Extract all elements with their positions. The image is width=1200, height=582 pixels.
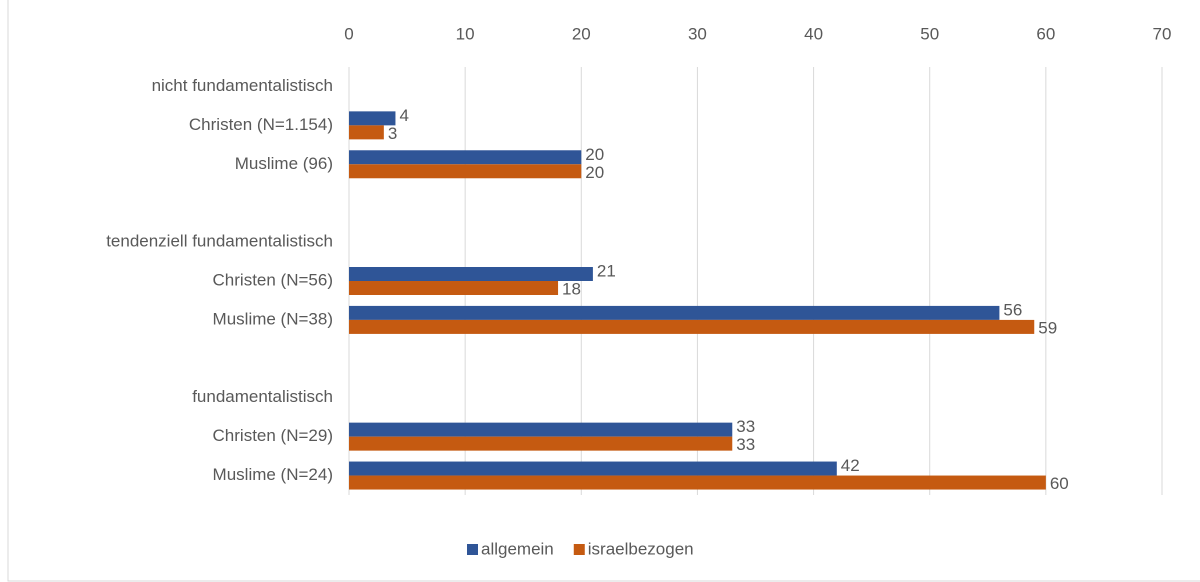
x-tick-label: 60 [1036,24,1055,43]
bar [349,436,733,451]
x-tick-label: 0 [344,24,353,43]
legend-label: israelbezogen [588,539,694,558]
y-tick-label: Christen (N=1.154) [189,115,333,134]
x-tick-label: 20 [572,24,591,43]
bar [349,281,559,295]
legend-swatch [467,544,478,555]
data-label: 20 [585,163,604,182]
data-label: 33 [736,417,755,436]
data-label: 21 [597,261,616,280]
y-tick-label: nicht fundamentalistisch [152,76,333,95]
bar [349,267,593,281]
data-label: 42 [841,456,860,475]
x-tick-label: 70 [1153,24,1172,43]
chart-frame [7,0,1200,582]
y-tick-label: Muslime (N=38) [213,309,333,328]
data-label: 33 [736,435,755,454]
bar [349,319,1035,334]
data-label: 56 [1003,300,1022,319]
data-label: 18 [562,279,581,298]
bar [349,422,733,437]
x-tick-label: 40 [804,24,823,43]
legend-swatch [573,544,585,555]
legend-label: allgemein [481,539,554,558]
x-tick-label: 10 [456,24,475,43]
x-tick-label: 30 [688,24,707,43]
bar [349,475,1046,490]
x-tick-label: 50 [920,24,939,43]
bar [349,461,837,476]
y-tick-label: Christen (N=56) [213,270,333,289]
bar [349,164,582,179]
bar [349,150,582,165]
y-tick-label: tendenziell fundamentalistisch [106,232,333,251]
bar [349,305,1000,320]
bar [349,125,384,140]
data-label: 4 [399,106,408,125]
bar [349,111,396,126]
y-tick-label: Christen (N=29) [213,426,333,445]
data-label: 59 [1038,318,1057,337]
y-tick-label: Muslime (N=24) [213,465,333,484]
data-label: 60 [1050,474,1069,493]
data-label: 3 [388,124,397,143]
y-tick-label: Muslime (96) [235,154,333,173]
data-label: 20 [585,145,604,164]
y-tick-label: fundamentalistisch [192,387,333,406]
